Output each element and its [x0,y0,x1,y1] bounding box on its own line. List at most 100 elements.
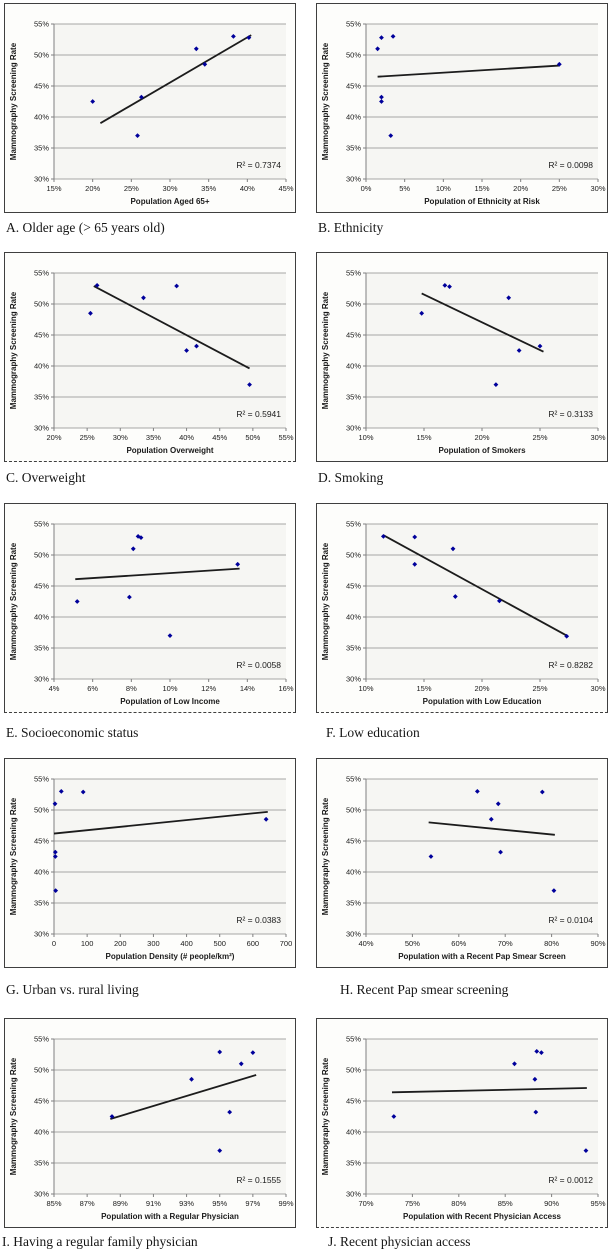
x-tick-label: 35% [201,184,216,193]
x-tick-label: 95% [590,1199,605,1208]
plot-area [366,779,598,934]
y-axis-title: Mammography Screening Rate [321,291,330,409]
x-axis-title: Population Overweight [126,446,213,455]
scatter-panel-h: 30% 35% 40% 45% 50% 55% 40% 50% 60% 70% 80% 90% Popu… [316,758,608,968]
gridlines [363,272,599,431]
y-tick-label: 55% [346,520,361,529]
scatter-panel-f: 30% 35% 40% 45% 50% 55% 10% 15% 20% 25% 30% Populat… [316,503,608,713]
axis-labels: 30% 35% 40% 45% 50% 55% 15% 20% 25% 30% 35% 40% 45% P… [9,20,294,206]
x-tick-label: 89% [113,1199,128,1208]
y-tick-label: 30% [346,1190,361,1199]
gridlines [51,272,287,431]
y-tick-label: 40% [34,613,49,622]
trendline [53,810,268,835]
y-tick-label: 55% [346,775,361,784]
scatter-chart-c: 30% 35% 40% 45% 50% 55% 20% 25% 30% 35% 40% 45% 50% 5… [9,269,294,455]
x-tick-label: 91% [146,1199,161,1208]
data-points [375,34,562,138]
data-point [52,801,58,807]
y-tick-label: 40% [346,613,361,622]
data-point [90,99,96,104]
plot-area [366,24,598,179]
y-tick-label: 30% [34,930,49,939]
plot-area [54,524,286,679]
scatter-chart-b: 30% 35% 40% 45% 50% 55% 0% 5% 10% 15% 20% 25% 30% Pop… [321,20,606,206]
data-point [202,61,208,67]
y-tick-label: 50% [346,300,361,309]
gridlines [51,523,287,682]
scatter-panel-g: 30% 35% 40% 45% 50% 55% 0 100 200 300 400 500 600 700… [4,758,296,968]
r-squared-label: R² = 0.0058 [236,660,281,670]
y-tick-label: 45% [34,1097,49,1106]
data-point [58,789,64,794]
x-tick-label: 75% [405,1199,420,1208]
y-tick-label: 45% [34,582,49,591]
data-point [141,295,146,301]
trendline [377,64,560,78]
axis-labels: 30% 35% 40% 45% 50% 55% 4% 6% 8% 10% 12% 14% 16% Popu… [9,520,294,706]
data-point [231,34,236,39]
data-point [167,633,173,638]
trendline [421,292,544,353]
r-squared-label: R² = 0.5941 [236,409,281,419]
y-tick-label: 55% [346,269,361,278]
caption-h: H. Recent Pap smear screening [340,982,509,997]
x-tick-label: 15% [474,184,489,193]
x-tick-label: 90% [590,939,605,948]
axis-labels: 30% 35% 40% 45% 50% 55% 10% 15% 20% 25% 30% Populat… [321,269,606,455]
x-tick-label: 45% [212,433,227,442]
y-tick-label: 40% [346,1128,361,1137]
trendline [391,1087,587,1094]
data-points [419,283,543,387]
r-squared-label: R² = 0.8282 [548,660,593,670]
data-points [428,789,557,893]
scatter-panel-e: 30% 35% 40% 45% 50% 55% 4% 6% 8% 10% 12% 14% 16% Popu… [4,503,296,713]
data-point [388,133,394,138]
data-point [138,94,144,100]
y-tick-label: 40% [34,1128,49,1137]
x-tick-label: 5% [399,184,410,193]
y-tick-label: 30% [34,175,49,184]
data-point [488,816,494,822]
r-squared-label: R² = 0.3133 [548,409,593,419]
x-tick-label: 16% [278,684,293,693]
data-point [381,534,386,539]
y-tick-label: 40% [346,113,361,122]
data-point [452,594,458,599]
data-point [379,99,384,104]
x-tick-label: 30% [590,684,605,693]
r-squared-label: R² = 0.0104 [548,915,593,925]
x-tick-label: 95% [212,1199,227,1208]
scatter-chart-g: 30% 35% 40% 45% 50% 55% 0 100 200 300 400 500 600 700… [9,775,292,961]
data-point [375,46,380,52]
data-point [130,546,136,552]
x-tick-label: 25% [532,433,547,442]
x-tick-label: 40% [240,184,255,193]
caption-d: D. Smoking [318,470,384,485]
y-axis-title: Mammography Screening Rate [9,797,18,915]
data-point [412,534,418,540]
data-point [474,789,480,794]
data-point [94,283,100,288]
x-tick-label: 8% [126,684,137,693]
data-point [109,1114,115,1119]
data-point [495,801,501,807]
y-axis-title: Mammography Screening Rate [321,42,330,160]
x-tick-label: 600 [247,939,260,948]
data-point [174,283,180,289]
scatter-panel-c: 30% 35% 40% 45% 50% 55% 20% 25% 30% 35% 40% 45% 50% 5… [4,252,296,462]
data-point [263,816,269,822]
y-tick-label: 45% [34,82,49,91]
data-point [493,382,499,387]
scatter-chart-j: 30% 35% 40% 45% 50% 55% 70% 75% 80% 85% 90% 95% Popu… [321,1035,606,1221]
scatter-panel-j: 30% 35% 40% 45% 50% 55% 70% 75% 80% 85% 90% 95% Popu… [316,1018,608,1228]
y-tick-label: 55% [34,775,49,784]
x-tick-label: 4% [49,684,60,693]
data-point [428,854,434,859]
data-point [127,594,132,600]
data-point [53,888,59,893]
y-tick-label: 40% [34,362,49,371]
data-point [247,382,252,387]
r-squared-label: R² = 0.0012 [548,1175,593,1185]
